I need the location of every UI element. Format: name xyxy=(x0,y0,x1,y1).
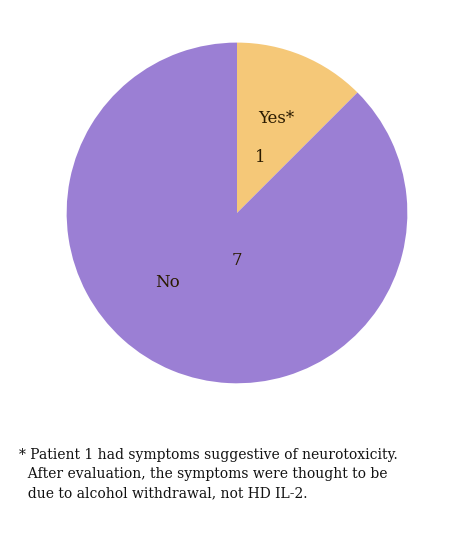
Text: Yes*: Yes* xyxy=(258,110,294,127)
Text: 7: 7 xyxy=(232,252,242,269)
Text: No: No xyxy=(155,274,180,292)
Text: 1: 1 xyxy=(255,150,265,167)
Text: * Patient 1 had symptoms suggestive of neurotoxicity.
  After evaluation, the sy: * Patient 1 had symptoms suggestive of n… xyxy=(19,448,398,501)
Wedge shape xyxy=(237,43,357,213)
Wedge shape xyxy=(67,43,407,383)
